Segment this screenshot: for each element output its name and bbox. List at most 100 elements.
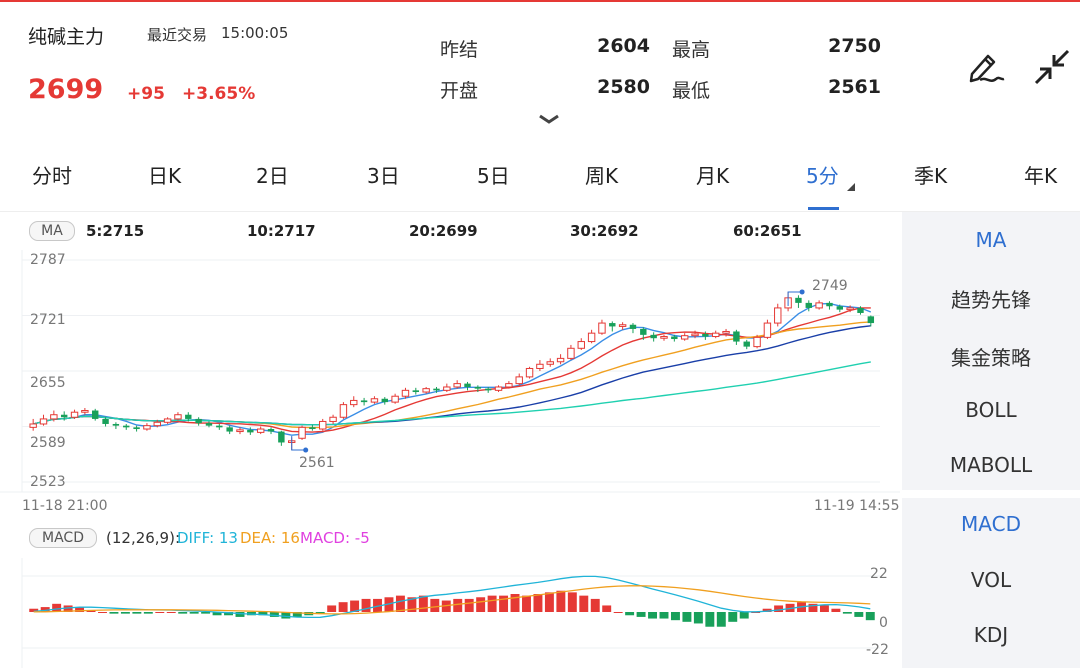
macd-bar <box>865 612 875 621</box>
side-item-boll[interactable]: BOLL <box>965 398 1017 422</box>
tab-quarterly-k[interactable]: 季K <box>914 164 948 188</box>
macd-bar <box>659 612 669 619</box>
candle-body <box>629 324 637 329</box>
candle-body <box>143 425 151 430</box>
candle-body <box>867 316 875 324</box>
ma60-line <box>33 361 871 426</box>
macd-y-tick: 0 <box>879 615 888 631</box>
candle-body <box>123 425 130 428</box>
macd-bar <box>705 612 715 627</box>
candle-body <box>153 421 161 427</box>
tab-monthly-k[interactable]: 月K <box>696 164 730 188</box>
macd-bar <box>487 595 497 612</box>
macd-bar <box>109 612 119 614</box>
macd-chart[interactable] <box>0 558 900 668</box>
x-start-label: 11-18 21:00 <box>22 498 108 514</box>
macd-bar <box>327 605 337 612</box>
candle-body <box>433 388 440 391</box>
macd-bar <box>842 612 852 614</box>
tab-5day[interactable]: 5日 <box>477 164 510 188</box>
macd-bar <box>292 612 302 617</box>
candlestick-chart[interactable] <box>0 246 900 496</box>
candle-body <box>702 334 709 337</box>
candle-body <box>567 347 575 359</box>
macd-bar <box>510 594 520 612</box>
macd-params: (12,26,9): <box>106 529 181 547</box>
tab-5min[interactable]: 5分 <box>806 164 839 188</box>
candle-body <box>609 323 616 327</box>
candle-body <box>298 426 306 439</box>
tab-daily-k[interactable]: 日K <box>148 164 182 188</box>
candle-body <box>60 414 68 418</box>
side-item-macd[interactable]: MACD <box>961 512 1021 536</box>
side-item-maboll[interactable]: MABOLL <box>949 453 1033 477</box>
candle-body <box>50 414 58 420</box>
macd-badge[interactable]: MACD <box>29 528 97 548</box>
macd-bar <box>751 612 761 613</box>
side-item-trend-pioneer[interactable]: 趋势先锋 <box>951 288 1031 312</box>
macd-bar <box>648 612 658 619</box>
tab-timeshare[interactable]: 分时 <box>32 164 72 188</box>
macd-bar <box>499 595 509 612</box>
macd-diff: DIFF: 13 <box>177 529 238 547</box>
tab-yearly-k[interactable]: 年K <box>1024 164 1058 188</box>
candle-body <box>195 418 202 424</box>
y-tick-label: 2523 <box>30 474 66 490</box>
macd-bar <box>682 612 692 622</box>
trade-label: 最近交易 <box>147 26 208 44</box>
tab-2day[interactable]: 2日 <box>256 164 289 188</box>
macd-bar <box>40 607 50 612</box>
x-end-label: 11-19 14:55 <box>814 498 900 514</box>
candle-body <box>278 431 285 443</box>
trade-time: 15:00:05 <box>221 24 289 42</box>
candle-body <box>587 332 596 343</box>
macd-bar <box>441 600 451 612</box>
macd-bar <box>476 597 486 612</box>
high-marker-label: 2749 <box>812 278 848 294</box>
side-item-kdj[interactable]: KDJ <box>973 623 1009 647</box>
candle-body <box>350 399 358 406</box>
candle-body <box>474 386 482 389</box>
candle-body <box>185 414 192 419</box>
candle-body <box>370 398 379 403</box>
macd-bar <box>613 612 623 613</box>
collapse-arrows-icon[interactable] <box>1033 48 1071 86</box>
ma5-line <box>33 302 872 436</box>
stat-value-low: 2561 <box>828 76 881 98</box>
macd-bar <box>281 612 291 619</box>
macd-bar <box>854 612 864 617</box>
ma5-value: 5:2715 <box>86 222 145 240</box>
side-item-vol[interactable]: VOL <box>970 568 1012 592</box>
candle-body <box>815 302 823 309</box>
macd-bar <box>774 605 784 612</box>
instrument-name: 纯碱主力 <box>28 26 105 48</box>
side-item-strategy[interactable]: 集金策略 <box>951 346 1031 370</box>
pencil-draw-icon[interactable] <box>966 46 1006 86</box>
stat-value-high: 2750 <box>828 35 881 57</box>
chevron-down-icon[interactable] <box>538 113 560 125</box>
candle-body <box>412 390 420 393</box>
candle-body <box>339 404 348 418</box>
candle-body <box>836 306 844 310</box>
macd-bar <box>98 612 107 613</box>
macd-bar <box>602 605 612 612</box>
low-marker-label: 2561 <box>299 455 335 471</box>
macd-value: MACD: -5 <box>300 529 370 547</box>
macd-bar <box>86 610 96 612</box>
stat-label-high: 最高 <box>672 39 711 61</box>
macd-bar <box>728 612 738 622</box>
y-tick-label: 2787 <box>30 252 66 268</box>
candle-body <box>92 410 99 419</box>
tab-weekly-k[interactable]: 周K <box>585 164 619 188</box>
ma-badge[interactable]: MA <box>29 221 75 241</box>
macd-bar <box>544 592 554 612</box>
side-item-ma[interactable]: MA <box>975 228 1007 252</box>
candle-body <box>618 324 627 327</box>
candle-body <box>650 334 657 339</box>
macd-bar <box>670 612 680 621</box>
macd-bar <box>625 612 635 616</box>
stat-value-prev-settle: 2604 <box>597 35 650 57</box>
candle-body <box>525 367 534 378</box>
tab-3day[interactable]: 3日 <box>367 164 400 188</box>
stat-label-low: 最低 <box>672 80 711 102</box>
